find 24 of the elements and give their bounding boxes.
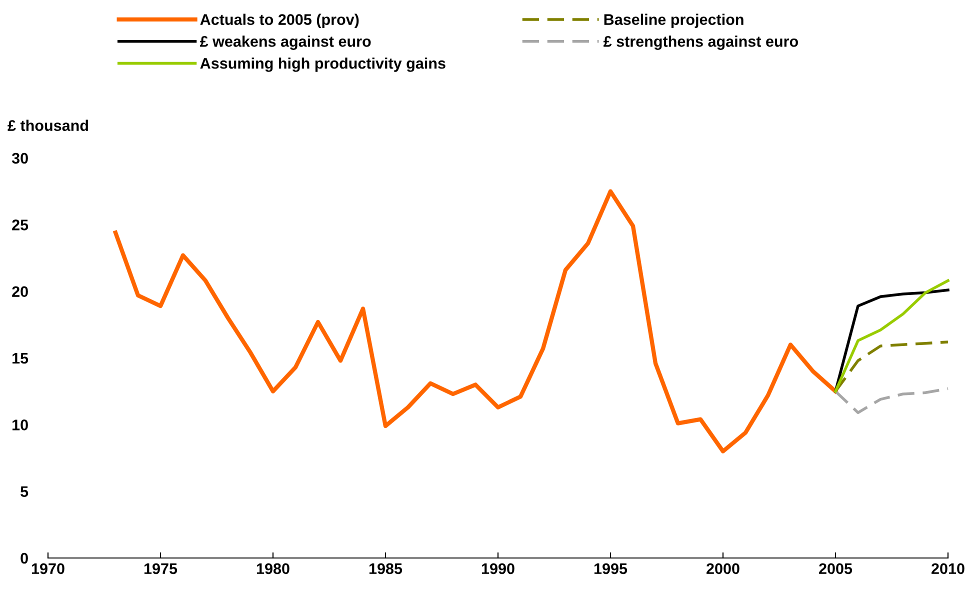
x-tick-label: 1985 <box>369 563 402 574</box>
x-tick-label: 2010 <box>932 563 964 574</box>
line-series <box>113 189 838 454</box>
y-tick-label: 20 <box>12 286 28 298</box>
legend-label: £ weakens against euro <box>200 36 371 50</box>
x-tick-label: 2000 <box>706 563 740 574</box>
x-tick-label: 1970 <box>32 563 64 574</box>
y-tick-label: 30 <box>12 152 28 164</box>
y-tick-label: 0 <box>20 552 28 564</box>
legend-label: £ strengthens against euro <box>603 36 798 50</box>
x-tick-label: 1990 <box>482 563 514 574</box>
x-tick-label: 1975 <box>144 563 178 574</box>
x-tick-label: 2005 <box>819 563 852 574</box>
y-tick-label: 15 <box>12 353 28 364</box>
line-series <box>834 387 950 414</box>
legend-label: Baseline projection <box>604 14 744 28</box>
y-tick-label: 10 <box>12 420 28 430</box>
x-tick-label: 1995 <box>594 563 628 574</box>
legend-label: Assuming high productivity gains <box>200 58 446 72</box>
x-tick-label: 1980 <box>256 563 290 574</box>
legend-label: Actuals to 2005 (prov) <box>200 14 359 28</box>
y-tick-label: 5 <box>20 486 28 498</box>
y-tick-label: 25 <box>12 220 28 230</box>
y-axis-title: £ thousand <box>8 120 88 131</box>
